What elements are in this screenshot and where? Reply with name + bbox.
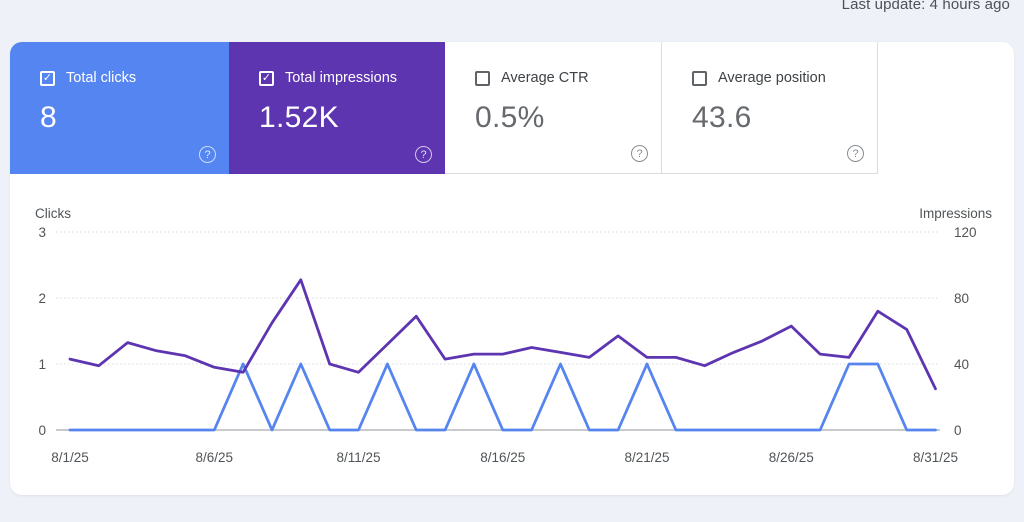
left-axis-tick: 2 [38, 291, 46, 306]
x-axis-tick: 8/26/25 [769, 450, 814, 465]
metric-card-average-ctr[interactable]: Average CTR 0.5% ? [445, 42, 661, 174]
checkbox-unchecked-icon[interactable] [475, 70, 490, 86]
metric-value: 1.52K [259, 101, 339, 134]
left-axis-title: Clicks [35, 206, 71, 221]
metric-card-total-impressions[interactable]: ✓ Total impressions 1.52K ? [229, 42, 445, 174]
metric-label: Total clicks [66, 70, 137, 86]
checkbox-checked-icon[interactable]: ✓ [40, 70, 55, 86]
help-icon[interactable]: ? [631, 145, 648, 162]
metric-card-total-clicks[interactable]: ✓ Total clicks 8 ? [10, 42, 229, 174]
chart-area: 0 0 1 40 2 80 3 120 Clicks Impressions 8/1/25 8/6/2… [10, 174, 1014, 495]
metric-cards-row: ✓ Total clicks 8 ? ✓ Total impressions 1… [10, 42, 1014, 174]
left-axis-tick: 0 [38, 423, 46, 438]
help-icon[interactable]: ? [199, 146, 216, 163]
left-axis-tick: 3 [38, 225, 46, 240]
right-axis-tick: 120 [954, 225, 977, 240]
metric-label: Average CTR [501, 70, 589, 86]
metric-value: 0.5% [475, 101, 545, 134]
x-axis-tick: 8/16/25 [480, 450, 525, 465]
impressions-line[interactable] [68, 278, 937, 391]
x-axis-tick: 8/21/25 [624, 450, 669, 465]
right-axis-tick: 80 [954, 291, 969, 306]
x-axis-tick: 8/31/25 [913, 450, 958, 465]
help-icon[interactable]: ? [415, 146, 432, 163]
right-axis-title: Impressions [919, 206, 992, 221]
help-icon[interactable]: ? [847, 145, 864, 162]
checkbox-checked-icon[interactable]: ✓ [259, 70, 274, 86]
metric-card-average-position[interactable]: Average position 43.6 ? [661, 42, 878, 174]
x-axis-tick: 8/6/25 [195, 450, 233, 465]
left-axis-tick: 1 [38, 357, 46, 372]
x-axis-tick: 8/11/25 [336, 450, 380, 465]
metric-value: 43.6 [692, 101, 752, 134]
metric-value: 8 [40, 101, 57, 134]
right-axis-tick: 0 [954, 423, 962, 438]
clicks-line[interactable] [68, 362, 937, 432]
metric-label: Average position [718, 70, 826, 86]
right-axis-tick: 40 [954, 357, 969, 372]
last-update-text: Last update: 4 hours ago [841, 0, 1010, 13]
performance-chart[interactable]: 0 0 1 40 2 80 3 120 Clicks Impressions 8/1/25 8/6/2… [10, 174, 1014, 495]
checkbox-unchecked-icon[interactable] [692, 70, 707, 86]
metric-label: Total impressions [285, 70, 398, 86]
performance-panel: ✓ Total clicks 8 ? ✓ Total impressions 1… [10, 42, 1014, 495]
x-axis-tick: 8/1/25 [51, 450, 89, 465]
